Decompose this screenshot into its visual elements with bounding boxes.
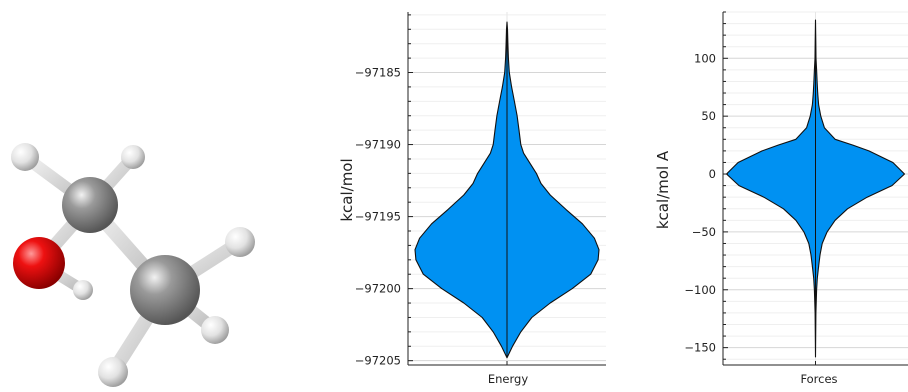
hydrogen-atom (225, 227, 255, 257)
y-tick-label: −50 (692, 225, 716, 239)
energy-violin-body (414, 21, 600, 359)
oxygen-atom (13, 237, 65, 289)
carbon-atom (130, 255, 200, 325)
molecule-illustration (11, 143, 255, 387)
energy-y-axis-label: kcal/mol (338, 158, 356, 221)
forces-y-ticks: −150 −100 −50 0 50 100 (684, 11, 728, 360)
energy-y-ticks: −97205 −97200 −97195 −97190 −97185 (355, 14, 413, 368)
energy-category-label: Energy (488, 372, 528, 386)
carbon-atom (62, 177, 118, 233)
hydrogen-atom (11, 143, 39, 171)
hydrogen-atom (73, 280, 93, 300)
y-tick-label: −97185 (355, 66, 401, 80)
hydrogen-atom (121, 145, 145, 169)
y-tick-label: −150 (684, 341, 716, 355)
forces-y-axis-label: kcal/mol A (654, 150, 672, 229)
y-tick-label: 100 (694, 51, 716, 65)
y-tick-label: −97190 (355, 138, 401, 152)
forces-violin-body (725, 19, 906, 358)
y-tick-label: 0 (709, 167, 716, 181)
y-tick-label: −97200 (355, 282, 401, 296)
forces-violin-chart: −150 −100 −50 0 50 100 kcal/mol A Forces (654, 11, 908, 386)
forces-category-label: Forces (800, 372, 837, 386)
hydrogen-atom (98, 357, 128, 387)
y-tick-label: 50 (701, 109, 716, 123)
y-tick-label: −100 (684, 283, 716, 297)
y-tick-label: −97205 (355, 354, 401, 368)
hydrogen-atom (201, 316, 229, 344)
y-tick-label: −97195 (355, 210, 401, 224)
energy-violin-chart: −97205−97200−97195−97190−97185 kcal/mol … (338, 12, 606, 386)
